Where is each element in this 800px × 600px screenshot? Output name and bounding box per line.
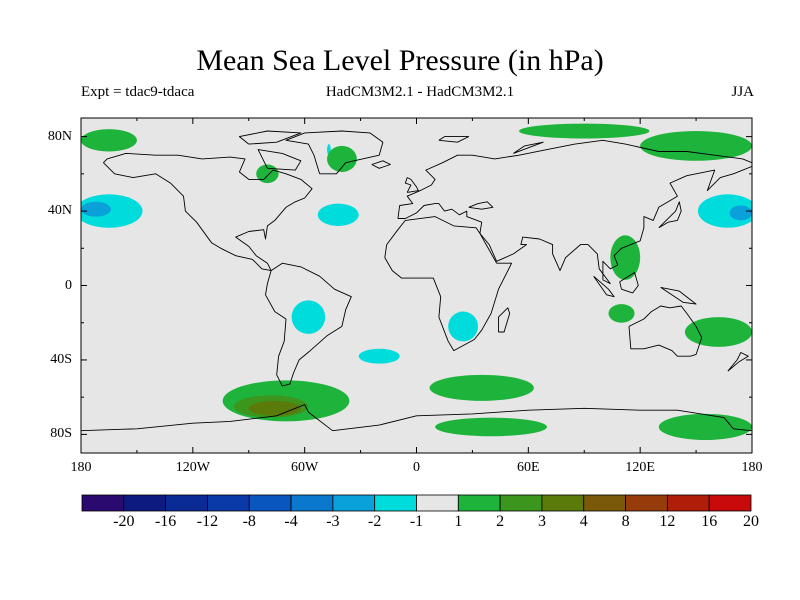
coastline-new-zealand xyxy=(727,352,749,372)
colorbar-label: 8 xyxy=(621,513,630,530)
season-label: JJA xyxy=(731,84,754,100)
coastlines xyxy=(81,130,752,432)
colorbar-label: 3 xyxy=(537,513,546,530)
anomaly-region-antarctic-coast-positive xyxy=(435,417,547,437)
lon-label: 180 xyxy=(741,460,763,475)
colorbar-label: -8 xyxy=(242,513,256,530)
lat-label: 80S xyxy=(50,426,72,442)
anomaly-region-arctic-central-positive xyxy=(519,123,650,139)
axis-ticks xyxy=(80,118,753,453)
colorbar-label: 20 xyxy=(743,513,759,530)
colorbar-label: 12 xyxy=(659,513,676,530)
anomaly-region-southern-ocean-core xyxy=(248,400,301,416)
anomaly-region-south-atlantic-indian-positive xyxy=(429,374,534,401)
anomaly-region-southeast-pacific-positive xyxy=(658,413,752,440)
colorbar-label: -2 xyxy=(368,513,382,530)
colorbar-label: -20 xyxy=(113,513,135,530)
anomaly-region-arctic-northwest-positive xyxy=(81,129,137,152)
lat-label: 40S xyxy=(50,351,72,367)
coastline-madagascar xyxy=(498,307,511,333)
map-background xyxy=(81,118,752,453)
experiment-label: Expt = tdac9-tdaca xyxy=(81,84,195,100)
anomaly-region-hudson-positive xyxy=(256,164,279,184)
anomaly-region-north-atlantic-negative xyxy=(317,203,359,226)
lon-label: 120E xyxy=(625,460,655,475)
anomaly-region-south-america-negative xyxy=(291,300,326,334)
anomaly-region-south-atlantic-negative xyxy=(358,348,400,364)
lon-label: 60W xyxy=(291,460,319,475)
coastline-svalbard xyxy=(438,136,470,143)
coastline-ellesmere xyxy=(238,130,302,145)
coastline-north-america xyxy=(103,152,313,272)
coastline-south-america xyxy=(265,262,352,387)
anomaly-region-east-asia-positive xyxy=(610,235,641,280)
colorbar-label: 16 xyxy=(701,513,718,530)
coastline-britain xyxy=(404,177,419,193)
colorbar-label: 1 xyxy=(454,513,463,530)
coastline-iceland xyxy=(371,160,391,169)
anomaly-region-greenland-positive xyxy=(327,145,357,172)
coastline-australia xyxy=(628,305,703,357)
lat-label: 40N xyxy=(47,203,72,219)
anomaly-region-australia-west-positive xyxy=(608,304,635,323)
anomaly-fields xyxy=(81,123,752,440)
lat-label: 0 xyxy=(65,277,72,293)
coastline-indonesia-borneo xyxy=(619,272,639,294)
lon-label: 60E xyxy=(517,460,540,475)
colorbar-label: -3 xyxy=(326,513,340,530)
plot-title: Mean Sea Level Pressure (in hPa) xyxy=(196,44,604,77)
coastline-novaya-zemlya xyxy=(513,141,544,154)
colorbar-label: -4 xyxy=(284,513,298,530)
anomaly-region-north-pacific-west-core xyxy=(729,205,752,221)
lon-label: 180 xyxy=(70,460,92,475)
coastline-antarctica xyxy=(81,404,752,432)
coastline-japan xyxy=(658,201,682,229)
colorbar-label: 4 xyxy=(579,513,588,530)
anomaly-region-arctic-northeast-positive xyxy=(640,131,752,161)
coastline-baffin xyxy=(257,149,302,171)
colorbar-label: 2 xyxy=(496,513,505,530)
lat-label: 80N xyxy=(47,128,72,144)
lon-label: 0 xyxy=(413,460,420,475)
colorbar-label: -1 xyxy=(409,513,424,530)
lon-label: 120W xyxy=(175,460,210,475)
anomaly-region-north-pacific-east-core xyxy=(81,201,111,217)
coastline-new-guinea xyxy=(660,286,697,305)
anomaly-region-southern-africa-negative xyxy=(448,311,479,342)
colorbar-label: -12 xyxy=(196,513,219,530)
coastline-eurasia xyxy=(397,139,752,285)
coastline-greenland xyxy=(285,130,384,175)
coastline-black-sea-caspian xyxy=(468,201,494,210)
colorbar-label: -16 xyxy=(154,513,177,530)
models-label: HadCM3M2.1 - HadCM3M2.1 xyxy=(325,84,515,100)
coastline-africa xyxy=(384,216,513,352)
coastline-sumatra xyxy=(593,275,615,298)
anomaly-region-australia-east-positive xyxy=(684,317,752,347)
